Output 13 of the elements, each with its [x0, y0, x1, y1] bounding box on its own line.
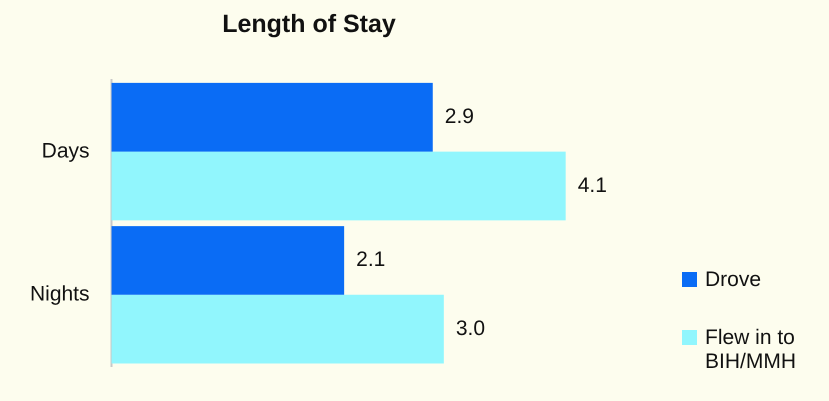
- y-tick-label: Days: [42, 139, 90, 162]
- bar: [112, 226, 344, 295]
- y-tick-label: Nights: [30, 282, 90, 306]
- bar: [112, 82, 433, 152]
- chart-title: Length of Stay: [222, 10, 396, 38]
- bar: [112, 152, 566, 220]
- bar: [112, 294, 444, 364]
- data-label: 2.1: [356, 248, 386, 272]
- data-label: 4.1: [578, 174, 607, 197]
- data-label: 2.9: [444, 105, 474, 128]
- legend-label: Flew in to BIH/MMH: [705, 326, 797, 374]
- data-label: 3.0: [456, 316, 486, 340]
- legend-label: Drove: [705, 268, 762, 292]
